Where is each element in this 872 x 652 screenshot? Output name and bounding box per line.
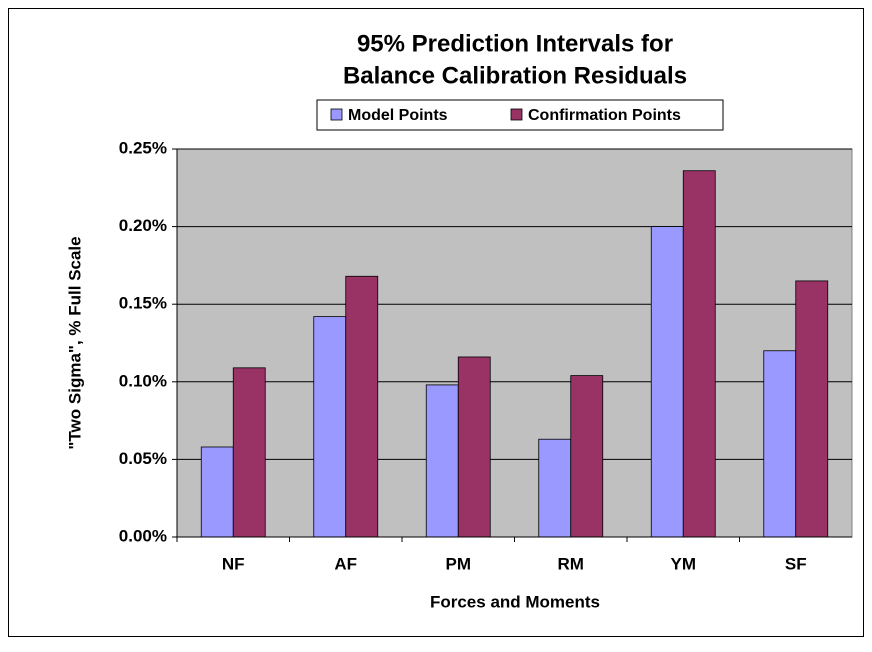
x-tick-label: RM — [558, 554, 584, 573]
bar — [200, 446, 234, 538]
y-tick-label: 0.00% — [119, 526, 167, 545]
y-tick-label: 0.05% — [119, 449, 167, 468]
legend-label: Confirmation Points — [528, 107, 681, 124]
x-tick-label: PM — [446, 554, 472, 573]
bar — [650, 226, 684, 538]
x-axis-title: Forces and Moments — [430, 592, 600, 611]
legend-swatch — [510, 108, 523, 121]
chart-title: 95% Prediction Intervals for — [357, 30, 673, 57]
plot-area — [176, 148, 853, 538]
bar — [232, 367, 266, 538]
y-tick-label: 0.25% — [119, 138, 167, 157]
bar — [570, 375, 604, 538]
chart-title: Balance Calibration Residuals — [343, 62, 687, 89]
y-axis-title: "Two Sigma", % Full Scale — [65, 236, 84, 449]
bar — [425, 384, 459, 538]
bar — [457, 356, 491, 538]
legend-swatch — [330, 108, 343, 121]
x-tick-label: SF — [785, 554, 807, 573]
x-tick-label: AF — [334, 554, 357, 573]
x-tick-label: YM — [671, 554, 697, 573]
y-tick-label: 0.15% — [119, 294, 167, 313]
y-tick-label: 0.20% — [119, 216, 167, 235]
x-tick-label: NF — [222, 554, 245, 573]
bar — [538, 438, 572, 538]
bar — [682, 170, 716, 538]
bar — [345, 275, 379, 538]
y-tick-label: 0.10% — [119, 371, 167, 390]
bar — [313, 316, 347, 538]
legend-label: Model Points — [348, 107, 448, 124]
bar — [763, 350, 797, 538]
bar — [795, 280, 829, 538]
